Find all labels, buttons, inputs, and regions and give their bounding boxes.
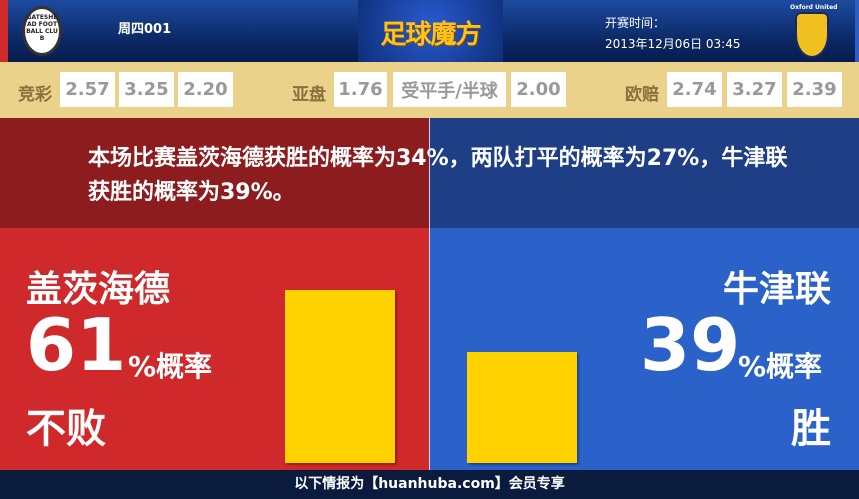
home-team-name: 盖茨海德 — [26, 269, 171, 310]
kickoff-label: 开赛时间： — [605, 16, 666, 30]
home-team-logo — [22, 6, 62, 56]
home-probability-bar — [285, 290, 395, 463]
asian-away: 2.00 — [511, 72, 566, 107]
match-number: 周四001 — [118, 22, 172, 37]
member-footer[interactable]: 以下情报为【huanhuba.com】会员专享 — [0, 470, 859, 499]
asian-handicap: 受平手/半球 — [393, 72, 506, 107]
asian-home: 1.76 — [334, 72, 387, 107]
away-pct: 39 — [640, 303, 741, 387]
away-team-name: 牛津联 — [722, 269, 831, 310]
away-pct-suffix: %概率 — [738, 350, 823, 383]
home-outcome: 不败 — [26, 406, 106, 452]
jingcai-draw: 3.25 — [119, 72, 174, 107]
euro-win: 2.74 — [667, 72, 722, 107]
euro-draw: 3.27 — [727, 72, 782, 107]
brand-logo: 足球魔方 — [358, 0, 503, 62]
jingcai-label: 竞彩 — [18, 85, 52, 105]
home-logo-text: GATESHEAD FOOTBALL CLUB — [26, 14, 58, 42]
away-logo-text: Oxford United — [790, 4, 838, 11]
jingcai-win: 2.57 — [60, 72, 115, 107]
euro-loss: 2.39 — [787, 72, 842, 107]
probability-summary: 本场比赛盖茨海德获胜的概率为34%，两队打平的概率为27%，牛津联获胜的概率为3… — [88, 146, 788, 205]
summary-band-away — [429, 118, 859, 228]
home-pct-suffix: %概率 — [128, 350, 213, 383]
asian-label: 亚盘 — [292, 85, 326, 105]
away-team-logo — [795, 12, 829, 58]
euro-label: 欧赔 — [625, 85, 659, 105]
away-probability-bar — [467, 352, 577, 463]
home-pct: 61 — [26, 303, 127, 387]
away-outcome: 胜 — [791, 406, 831, 452]
summary-band-home — [0, 118, 429, 228]
jingcai-loss: 2.20 — [178, 72, 233, 107]
divider — [429, 118, 430, 470]
kickoff-time: 2013年12月06日 03:45 — [605, 37, 741, 51]
